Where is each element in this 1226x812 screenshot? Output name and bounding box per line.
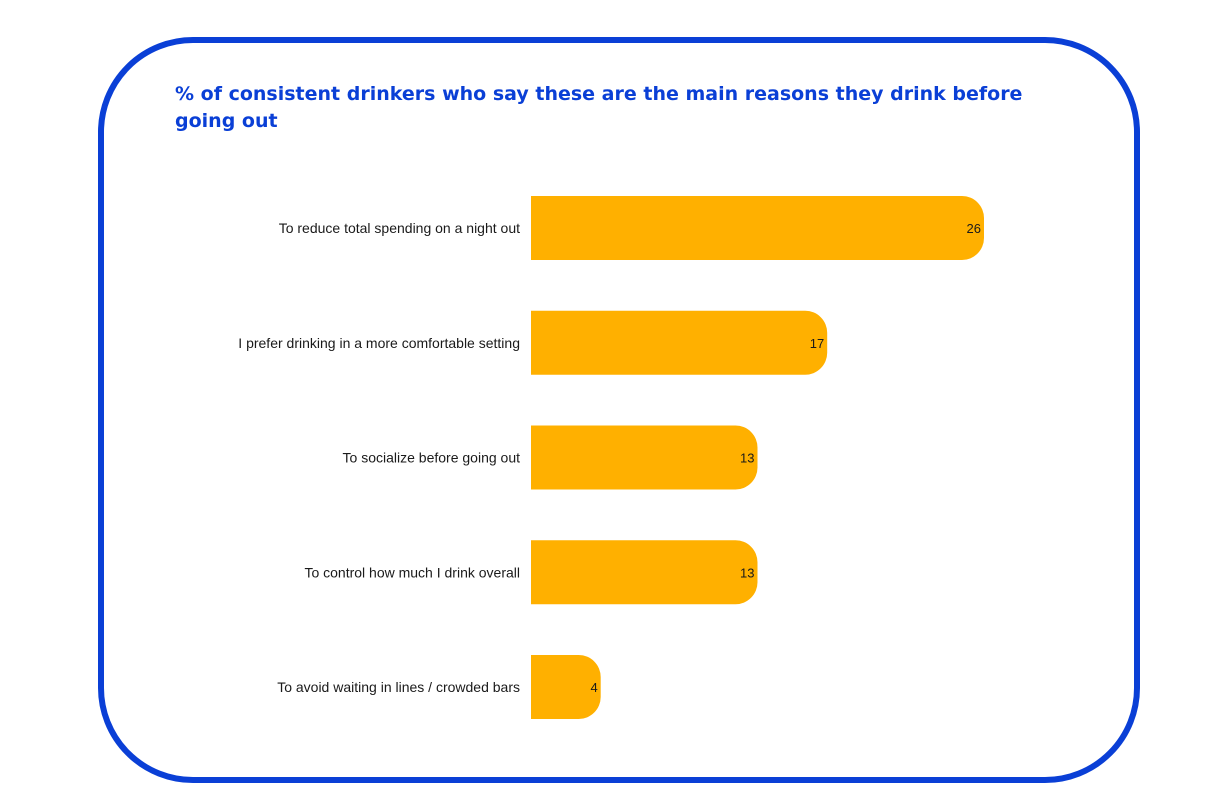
- category-label: To avoid waiting in lines / crowded bars: [277, 679, 520, 695]
- bar-5: [531, 655, 601, 719]
- category-label: To socialize before going out: [343, 450, 521, 466]
- value-label: 13: [740, 451, 754, 466]
- chart-frame: [98, 37, 1140, 783]
- bar-4: [531, 540, 758, 605]
- bar-1: [531, 196, 984, 260]
- value-label: 13: [740, 565, 754, 580]
- chart-title: % of consistent drinkers who say these a…: [175, 83, 1023, 132]
- category-label: To reduce total spending on a night out: [279, 220, 520, 236]
- bar-2: [531, 310, 828, 375]
- value-label: 4: [590, 680, 597, 695]
- category-label: To control how much I drink overall: [304, 564, 520, 580]
- bar-3: [531, 425, 758, 490]
- value-label: 26: [967, 221, 981, 236]
- category-label: I prefer drinking in a more comfortable …: [238, 335, 520, 351]
- value-label: 17: [810, 336, 824, 351]
